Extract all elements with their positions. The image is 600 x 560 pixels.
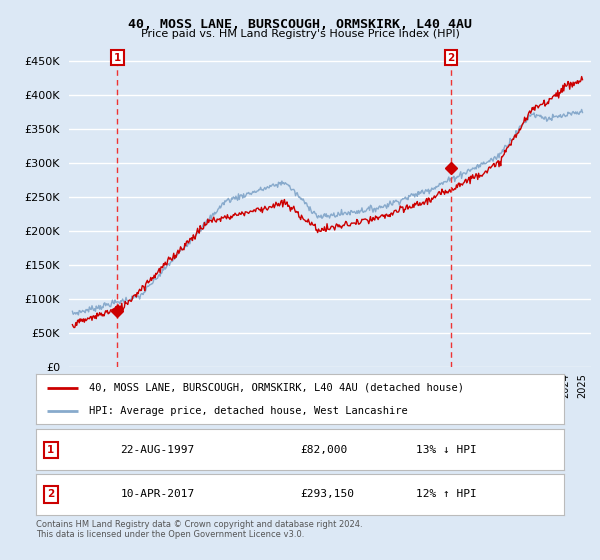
Text: 12% ↑ HPI: 12% ↑ HPI (416, 489, 477, 500)
Text: 10-APR-2017: 10-APR-2017 (121, 489, 195, 500)
Text: £293,150: £293,150 (300, 489, 354, 500)
Text: 1: 1 (113, 53, 121, 63)
Text: 40, MOSS LANE, BURSCOUGH, ORMSKIRK, L40 4AU (detached house): 40, MOSS LANE, BURSCOUGH, ORMSKIRK, L40 … (89, 382, 464, 393)
Text: 1: 1 (47, 445, 55, 455)
Text: 13% ↓ HPI: 13% ↓ HPI (416, 445, 477, 455)
Text: 2: 2 (448, 53, 455, 63)
Text: Contains HM Land Registry data © Crown copyright and database right 2024.
This d: Contains HM Land Registry data © Crown c… (36, 520, 362, 539)
Text: HPI: Average price, detached house, West Lancashire: HPI: Average price, detached house, West… (89, 406, 407, 416)
Text: 2: 2 (47, 489, 55, 500)
Text: £82,000: £82,000 (300, 445, 347, 455)
Text: Price paid vs. HM Land Registry's House Price Index (HPI): Price paid vs. HM Land Registry's House … (140, 29, 460, 39)
Text: 22-AUG-1997: 22-AUG-1997 (121, 445, 195, 455)
Text: 40, MOSS LANE, BURSCOUGH, ORMSKIRK, L40 4AU: 40, MOSS LANE, BURSCOUGH, ORMSKIRK, L40 … (128, 18, 472, 31)
